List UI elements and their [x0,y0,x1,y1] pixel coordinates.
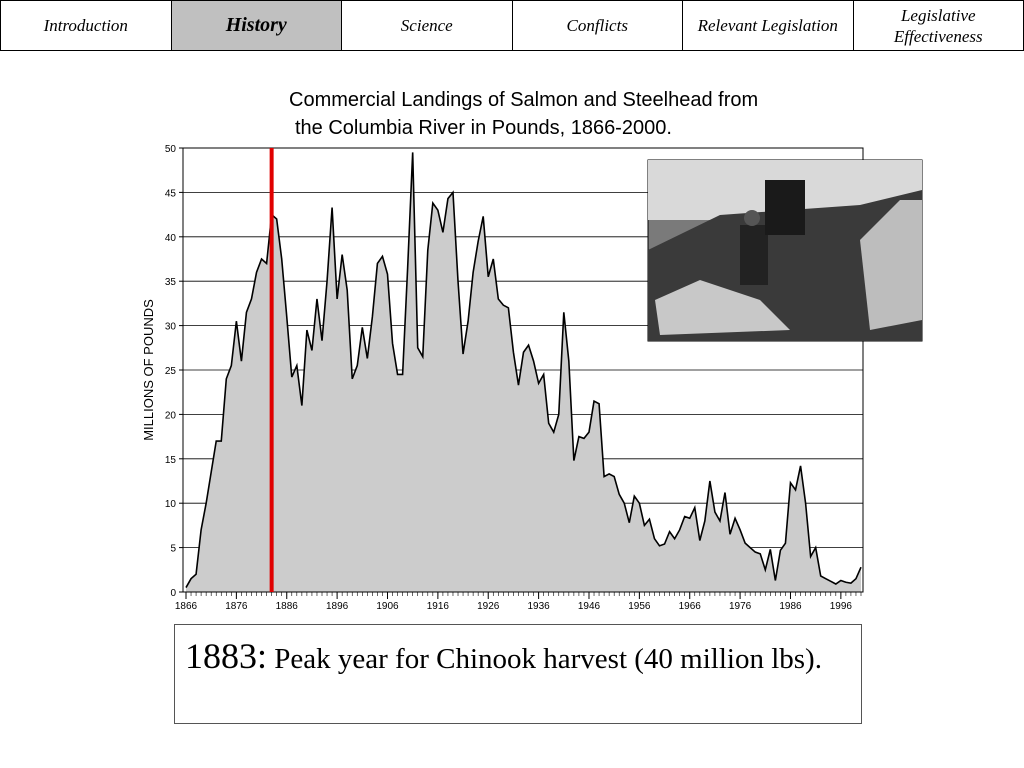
chart-title: the Columbia River in Pounds, 1866-2000. [295,117,672,139]
nav-tab[interactable]: Relevant Legislation [683,1,854,50]
y-tick-label: 10 [165,499,177,510]
x-tick-label: 1916 [427,601,450,612]
x-tick-label: 1886 [276,601,299,612]
area [186,152,861,592]
x-tick-label: 1876 [225,601,248,612]
plot-border [182,147,864,593]
x-tick-label: 1936 [527,601,550,612]
line [185,152,862,588]
x-tick-label: 1926 [477,601,500,612]
caption-text: Peak year for Chinook harvest (40 millio… [274,643,822,675]
caption-lead: 1883: [185,636,268,676]
x-tick-label: 1896 [326,601,349,612]
y-tick-label: 45 [165,188,177,199]
y-tick-label: 25 [165,366,177,377]
y-tick-label: 15 [165,455,177,466]
x-tick-label: 1966 [679,601,702,612]
nav-tab[interactable]: Legislative Effectiveness [893,5,983,46]
nav-tab[interactable]: History [171,1,342,50]
nav-tab[interactable]: Science [342,1,513,50]
y-axis-label: MILLIONS OF POUNDS [141,299,156,441]
y-tick-label: 30 [165,322,177,333]
y-tick-label: 35 [165,277,177,288]
y-tick-label: 20 [165,410,177,421]
x-tick-label: 1956 [628,601,651,612]
y-tick-label: 40 [165,233,177,244]
x-tick-label: 1906 [376,601,399,612]
caption-box: 1883: Peak year for Chinook harvest (40 … [174,624,862,724]
nav-tab[interactable]: Conflicts [513,1,683,50]
y-tick-label: 5 [170,544,176,555]
x-tick-label: 1996 [830,601,853,612]
chart-title: Commercial Landings of Salmon and Steelh… [289,89,758,111]
x-tick-label: 1866 [175,601,198,612]
y-tick-label: 0 [170,588,176,599]
x-tick-label: 1976 [729,601,752,612]
y-tick-label: 50 [165,144,177,155]
nav-tab[interactable]: Introduction [1,1,172,50]
photo [647,159,923,342]
x-tick-label: 1986 [779,601,802,612]
x-tick-label: 1946 [578,601,601,612]
nav-bar: Introduction History Science Conflicts Relev… [0,0,1024,51]
